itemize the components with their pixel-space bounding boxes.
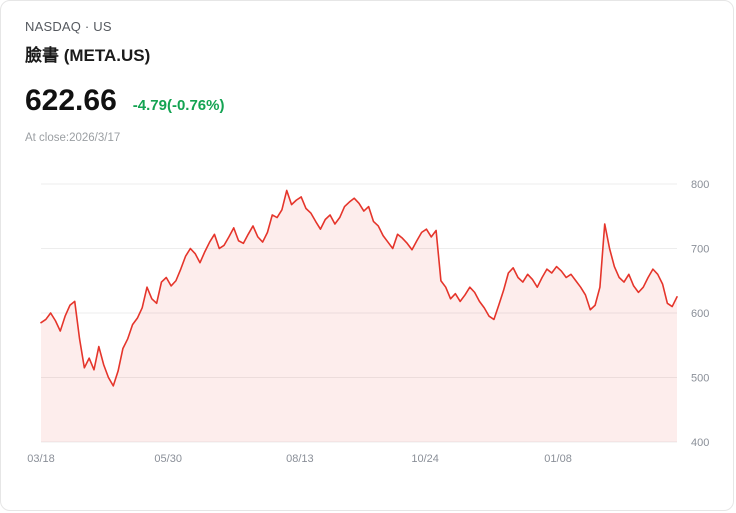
price-chart-svg: 400 500 600 700 800 03/18 05/30 08/13 10/24 01/08 bbox=[27, 179, 709, 465]
price-line bbox=[40, 189, 678, 387]
x-tick-label: 03/18 bbox=[27, 453, 55, 465]
x-tick-label: 01/08 bbox=[544, 453, 572, 465]
price-value: 622.66 bbox=[25, 84, 117, 117]
y-tick-label: 700 bbox=[691, 244, 709, 256]
price-row: 622.66 -4.79(-0.76%) bbox=[25, 84, 709, 118]
y-tick-label: 400 bbox=[691, 437, 709, 449]
x-tick-label: 08/13 bbox=[286, 453, 314, 465]
x-tick-label: 10/24 bbox=[411, 453, 439, 465]
y-tick-label: 800 bbox=[691, 179, 709, 191]
y-tick-label: 600 bbox=[691, 308, 709, 320]
price-change: -4.79(-0.76%) bbox=[132, 97, 225, 114]
price-chart: 400 500 600 700 800 03/18 05/30 08/13 10/24 01/08 bbox=[17, 169, 721, 481]
stock-name: 臉書 (META.US) bbox=[25, 46, 151, 65]
x-tick-label: 05/30 bbox=[154, 453, 182, 465]
y-tick-label: 500 bbox=[691, 373, 709, 385]
exchange-label: NASDAQ · US bbox=[25, 19, 112, 34]
area-fill bbox=[41, 190, 677, 442]
quote-header: NASDAQ · US 臉書 (META.US) 622.66 -4.79(-0… bbox=[1, 1, 733, 144]
close-note: At close:2026/3/17 bbox=[25, 132, 121, 144]
